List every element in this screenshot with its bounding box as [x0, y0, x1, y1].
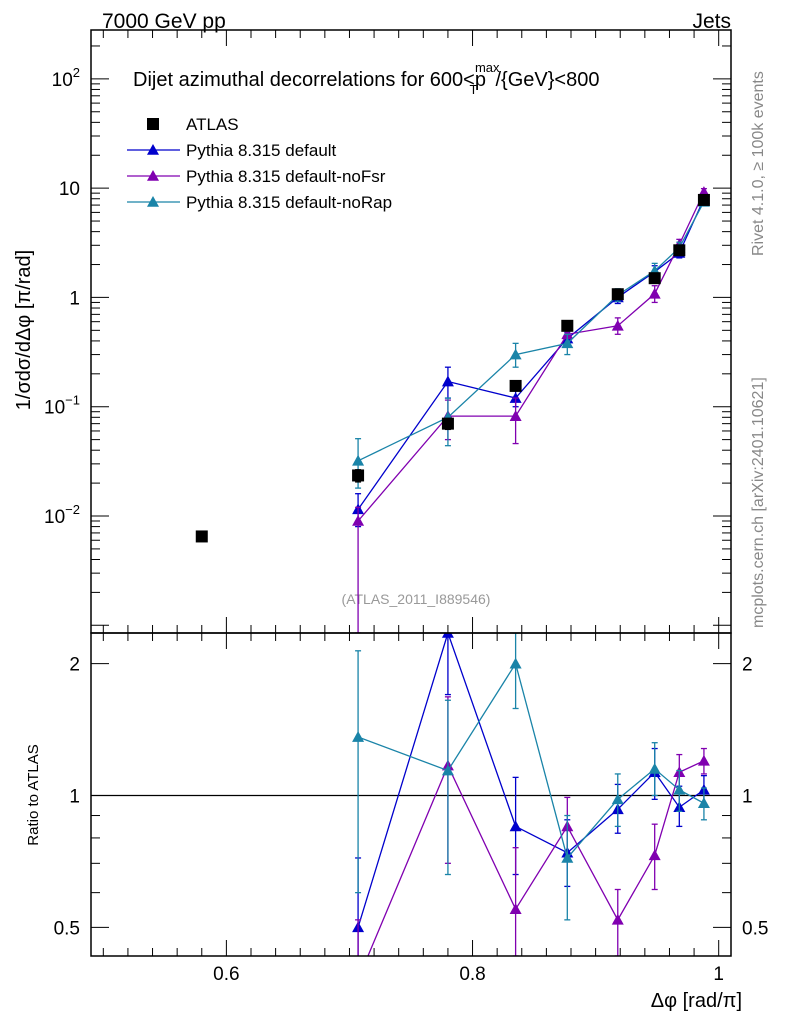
- chart-title-sup: max: [475, 60, 500, 75]
- ratio-y-tick-label-right: 2: [742, 655, 753, 676]
- ratio-y-axis-title: Ratio to ATLAS: [25, 744, 42, 845]
- pythia-8-315-default-ratio-line: [357, 633, 705, 928]
- chart-title: Dijet azimuthal decorrelations for 600<p…: [133, 60, 599, 97]
- pythia-8-315-default-ratio-marker: [509, 820, 522, 832]
- x-tick-label: 1: [713, 964, 724, 985]
- main-y-tick-label: 1: [69, 288, 80, 309]
- main-plot-data: [195, 186, 710, 633]
- pythia-8-315-default-norap-ratio-marker: [561, 851, 574, 863]
- ratio-y-tick-label: 2: [69, 655, 80, 676]
- atlas-marker: [561, 319, 574, 332]
- ratio-plot-frame: [90, 632, 732, 957]
- pythia-8-315-default-norap-ratio-marker: [352, 731, 365, 742]
- x-tick-label: 0.8: [459, 964, 485, 985]
- atlas-marker: [195, 530, 208, 543]
- y-tick-base: 10: [44, 398, 65, 419]
- main-y-tick-label: 10−1: [44, 393, 80, 419]
- pythia-8-315-default-nofsr-ratio-marker: [509, 903, 522, 914]
- pythia-8-315-default-norap-ratio-line: [357, 662, 705, 860]
- y-tick-exponent: −2: [65, 502, 80, 517]
- pythia-8-315-default-nofsr-line: [357, 191, 705, 522]
- pythia-8-315-default-norap-ratio-marker: [441, 764, 454, 776]
- ratio-plot-data: [91, 633, 731, 985]
- category-label: Jets: [692, 10, 731, 33]
- pythia-8-315-default-nofsr-marker: [352, 515, 365, 526]
- legend-marker-atlas: [147, 118, 159, 130]
- y-tick-exponent: 2: [73, 65, 80, 80]
- pythia-8-315-default-nofsr-marker: [648, 287, 661, 299]
- chart-title-pre: Dijet azimuthal decorrelations for 600<p: [133, 69, 486, 91]
- legend-label-pythia-8-315-default: Pythia 8.315 default: [186, 141, 337, 160]
- energy-label: 7000 GeV pp: [102, 10, 226, 33]
- atlas-marker: [648, 272, 661, 285]
- pythia-8-315-default-norap-marker: [509, 348, 522, 360]
- pythia-8-315-default-line: [357, 198, 705, 510]
- main-y-tick-label: 10: [59, 179, 80, 200]
- main-y-tick-label: 10−2: [44, 502, 80, 528]
- pythia-8-315-default-nofsr-ratio-marker: [648, 849, 661, 861]
- pythia-8-315-default-norap-marker: [352, 454, 365, 466]
- legend-marker-pythia-8-315-default-norap: [147, 196, 159, 207]
- pythia-8-315-default-nofsr-ratio-line: [367, 760, 705, 956]
- atlas-marker: [673, 244, 686, 257]
- legend: ATLAS Pythia 8.315 default Pythia 8.315 de…: [127, 115, 392, 212]
- pythia-8-315-default-norap-ratio-marker: [648, 762, 661, 774]
- ratio-y-tick-label: 0.5: [54, 918, 80, 939]
- legend-marker-pythia-8-315-default: [147, 144, 159, 155]
- atlas-marker: [611, 288, 624, 301]
- atlas-marker: [352, 469, 365, 482]
- x-axis-title: Δφ [rad/π]: [651, 990, 742, 1012]
- pythia-8-315-default-norap-ratio-marker: [697, 797, 710, 809]
- pythia-8-315-default-nofsr-ratio-marker: [697, 754, 710, 766]
- ratio-y-tick-label: 1: [69, 786, 80, 807]
- analysis-label: (ATLAS_2011_I889546): [342, 591, 491, 607]
- y-tick-exponent: −1: [65, 393, 80, 408]
- pythia-8-315-default-norap-marker: [561, 337, 574, 349]
- legend-label-atlas: ATLAS: [186, 115, 239, 134]
- pythia-8-315-default-nofsr-marker: [611, 319, 624, 331]
- legend-marker-pythia-8-315-default-nofsr: [147, 170, 159, 181]
- pythia-8-315-default-norap-ratio-marker: [611, 793, 624, 805]
- legend-label-pythia-8-315-default-nofsr: Pythia 8.315 default-noFsr: [186, 167, 386, 186]
- atlas-marker: [509, 379, 522, 392]
- atlas-marker: [441, 417, 454, 430]
- pythia-8-315-default-nofsr-marker: [509, 410, 522, 421]
- pythia-8-315-default-marker: [441, 375, 454, 387]
- y-tick-base: 10: [44, 507, 65, 528]
- ratio-y-tick-label-right: 1: [742, 786, 753, 807]
- atlas-marker: [697, 193, 710, 206]
- pythia-8-315-default-ratio-marker: [441, 633, 454, 638]
- pythia-8-315-default-nofsr-ratio-marker: [352, 974, 364, 985]
- x-tick-label: 0.6: [213, 964, 239, 985]
- y-tick-base: 10: [59, 179, 80, 200]
- main-y-tick-label: 102: [52, 65, 80, 91]
- legend-label-pythia-8-315-default-norap: Pythia 8.315 default-noRap: [186, 193, 392, 212]
- mcplots-label: mcplots.cern.ch [arXiv:2401.10621]: [750, 377, 767, 628]
- rivet-version-label: Rivet 4.1.0, ≥ 100k events: [750, 71, 767, 256]
- pythia-8-315-default-nofsr-ratio-marker: [611, 913, 624, 925]
- pythia-8-315-default-norap-ratio-marker: [673, 783, 686, 795]
- y-tick-base: 1: [69, 288, 80, 309]
- chart-title-post: /{GeV}<800: [495, 69, 599, 91]
- ratio-y-tick-label-right: 0.5: [742, 918, 768, 939]
- pythia-8-315-default-norap-line: [357, 201, 705, 462]
- main-y-axis-title: 1/σdσ/dΔφ [π/rad]: [13, 250, 35, 410]
- pythia-8-315-default-norap-ratio-marker: [509, 657, 522, 669]
- y-tick-base: 10: [52, 70, 73, 91]
- chart-title-sub: T: [470, 82, 478, 97]
